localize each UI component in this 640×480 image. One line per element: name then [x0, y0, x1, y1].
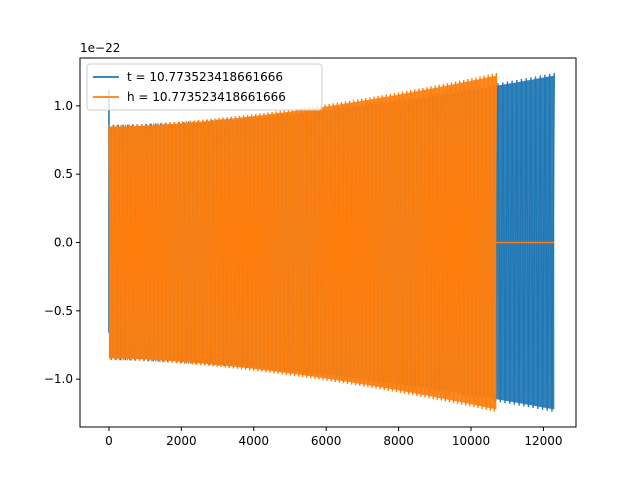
x-tick-label: 2000 [166, 434, 197, 448]
y-tick-label: 0.5 [54, 167, 73, 181]
x-axis: 0 2000 4000 6000 8000 10000 12000 [105, 427, 563, 448]
legend-box [86, 63, 323, 111]
x-tick-label: 10000 [452, 434, 490, 448]
y-tick-label: 1.0 [54, 99, 73, 113]
x-tick-label: 12000 [524, 434, 562, 448]
x-tick-label: 4000 [239, 434, 270, 448]
x-tick-label: 0 [105, 434, 113, 448]
x-tick-label: 6000 [311, 434, 342, 448]
y-offset-label: 1e−22 [80, 41, 120, 55]
y-tick-label: 0.0 [54, 236, 73, 250]
x-tick-label: 8000 [383, 434, 414, 448]
series-layer [108, 73, 555, 412]
legend-label: h = 10.773523418661666 [127, 90, 286, 104]
series-1 [108, 73, 555, 412]
legend-label: t = 10.773523418661666 [127, 70, 283, 84]
legend: t = 10.773523418661666 h = 10.77352341866… [86, 63, 323, 111]
series-envelope-1 [108, 75, 497, 410]
y-axis: −1.0 −0.5 0.0 0.5 1.0 [44, 99, 80, 386]
y-tick-label: −1.0 [44, 372, 73, 386]
y-tick-label: −0.5 [44, 304, 73, 318]
